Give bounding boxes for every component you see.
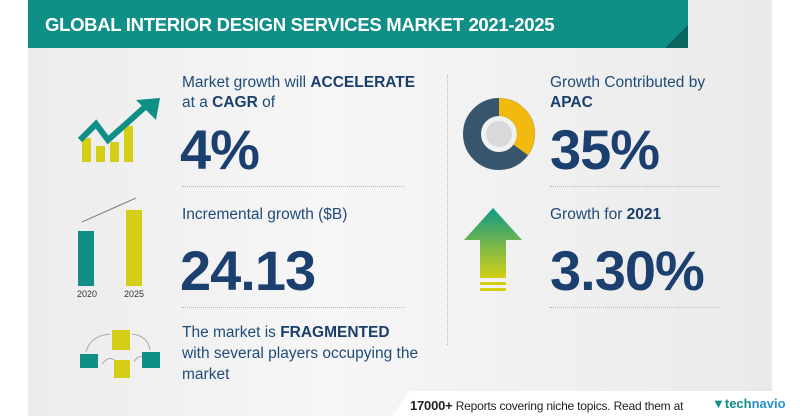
footer-text: 17000+ Reports covering niche topics. Re… <box>410 398 684 413</box>
yoy-label: Growth for 2021 <box>550 206 662 223</box>
market-label: The market is FRAGMENTED with several pla… <box>182 324 419 383</box>
region-value: 35% <box>550 118 660 181</box>
vertical-divider <box>447 75 448 345</box>
page-title: GLOBAL INTERIOR DESIGN SERVICES MARKET 2… <box>45 14 555 35</box>
divider <box>182 307 404 308</box>
header-fold <box>665 25 688 48</box>
background-panel <box>28 0 772 416</box>
incremental-label: Incremental growth ($B) <box>182 206 348 223</box>
technavio-logo-icon: ▼ <box>712 396 725 411</box>
incremental-value: 24.13 <box>180 239 316 302</box>
donut-chart-icon <box>463 98 535 170</box>
footer-bar <box>390 391 772 419</box>
yoy-value: 3.30% <box>550 239 705 302</box>
growth-chart-icon <box>77 98 160 162</box>
up-arrow-icon <box>464 208 522 291</box>
year-label: 2025 <box>124 289 145 299</box>
cagr-label: Market growth will ACCELERATE at a CAGR o… <box>182 74 416 111</box>
year-label: 2020 <box>77 289 98 299</box>
cagr-value: 4% <box>180 118 260 181</box>
divider <box>550 186 720 187</box>
header-banner <box>28 0 688 48</box>
region-label: Growth Contributed by APAC <box>550 74 706 111</box>
fragmented-market-icon <box>80 330 160 378</box>
divider <box>550 307 720 308</box>
technavio-logo[interactable]: ▼technavio <box>712 396 786 411</box>
divider <box>182 186 404 187</box>
bar-growth-icon <box>78 197 142 286</box>
